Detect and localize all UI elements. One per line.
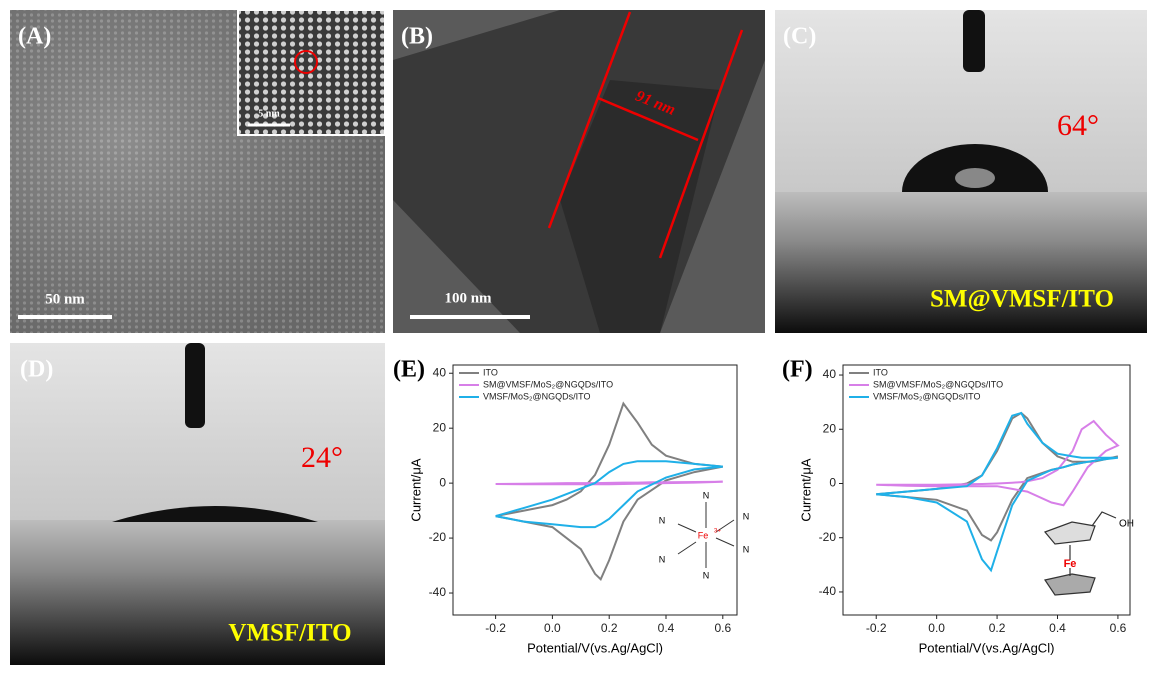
substrate — [10, 520, 385, 665]
atom-label: N — [659, 554, 666, 564]
needle — [185, 343, 205, 428]
scale-label: 50 nm — [45, 291, 85, 307]
legend-label: SM@VMSF/MoS₂@NGQDs/ITO — [483, 379, 613, 389]
y-tick-label: -40 — [819, 584, 837, 598]
y-tick-label: 0 — [829, 476, 836, 490]
atom-label: N — [659, 515, 666, 525]
x-axis-label: Potential/V(vs.Ag/AgCl) — [527, 640, 663, 655]
x-tick-label: 0.4 — [658, 621, 675, 635]
panel-label: (F) — [782, 357, 813, 383]
metal-label: Fe — [1064, 558, 1077, 570]
contact-angle: 24° — [301, 441, 343, 474]
metal-label: Fe — [698, 530, 709, 540]
edge-line — [658, 29, 744, 259]
pore-marker — [294, 50, 318, 74]
contact-angle: 64° — [1057, 109, 1099, 142]
y-axis-label: Current/μA — [798, 458, 813, 521]
legend-label: SM@VMSF/MoS₂@NGQDs/ITO — [873, 379, 1003, 389]
rod-core — [560, 80, 720, 333]
y-tick-label: 40 — [823, 367, 837, 381]
scale-label: 5 nm — [258, 108, 280, 119]
cv-curve — [876, 419, 1120, 507]
x-tick-label: -0.2 — [866, 621, 887, 635]
inset — [237, 9, 386, 136]
substrate — [775, 192, 1147, 333]
droplet — [112, 506, 318, 522]
sample-label: VMSF/ITO — [228, 620, 351, 647]
cv-curve — [495, 460, 723, 529]
droplet-highlight — [955, 168, 995, 188]
sample-label: SM@VMSF/ITO — [930, 286, 1114, 313]
ferricyanide — [677, 502, 735, 568]
legend-label: VMSF/MoS₂@NGQDs/ITO — [873, 391, 980, 401]
x-tick-label: 0.6 — [1110, 621, 1127, 635]
panel-label: (B) — [401, 24, 433, 50]
edge-line — [547, 11, 632, 229]
plot-frame — [452, 364, 738, 616]
x-axis-label: Potential/V(vs.Ag/AgCl) — [919, 640, 1055, 655]
legend-label: ITO — [483, 367, 498, 377]
x-tick-label: 0.6 — [714, 621, 731, 635]
legend-label: ITO — [873, 367, 888, 377]
width-arrow — [597, 96, 699, 142]
group-label: OH — [1119, 519, 1134, 530]
panel-label: (D) — [20, 357, 53, 383]
x-tick-label: 0.2 — [989, 621, 1006, 635]
needle — [963, 10, 985, 72]
y-tick-label: -20 — [819, 530, 837, 544]
cv-curve — [495, 401, 723, 582]
atom-label: N — [703, 490, 710, 500]
y-tick-label: -40 — [429, 585, 447, 599]
x-tick-label: 0.0 — [544, 621, 561, 635]
y-tick-label: 20 — [823, 421, 837, 435]
scale-label: 100 nm — [444, 290, 492, 306]
x-tick-label: -0.2 — [485, 621, 506, 635]
x-tick-label: 0.0 — [928, 621, 945, 635]
y-axis-label: Current/μA — [408, 458, 423, 521]
legend-label: VMSF/MoS₂@NGQDs/ITO — [483, 391, 590, 401]
cv-curve — [876, 411, 1119, 573]
x-tick-label: 0.2 — [601, 621, 618, 635]
panel-label: (C) — [783, 24, 816, 50]
panel-label: (E) — [393, 357, 425, 383]
y-tick-label: -20 — [429, 530, 447, 544]
y-tick-label: 40 — [433, 365, 447, 379]
atom-label: N — [743, 544, 750, 554]
y-tick-label: 0 — [439, 475, 446, 489]
x-tick-label: 0.4 — [1049, 621, 1066, 635]
y-tick-label: 20 — [433, 420, 447, 434]
charge-label: 3+ — [714, 529, 721, 535]
atom-label: N — [703, 570, 710, 580]
panel-label: (A) — [18, 24, 51, 50]
ferrocene — [1043, 511, 1117, 596]
plot-frame — [842, 364, 1131, 616]
cv-curve — [495, 480, 723, 486]
atom-label: N — [743, 511, 750, 521]
